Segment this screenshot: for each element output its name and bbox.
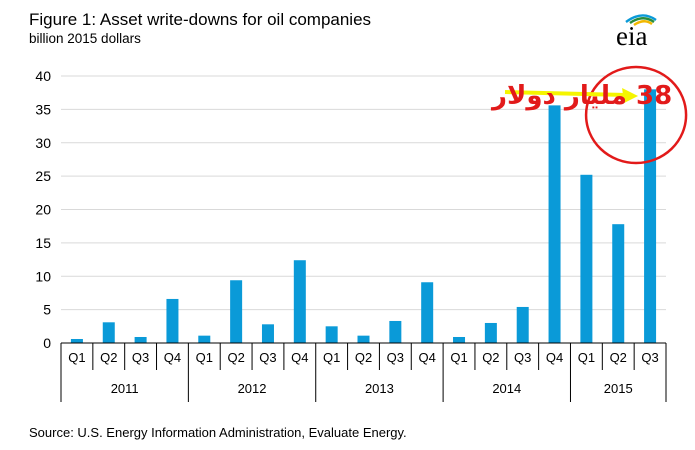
y-tick-label: 25: [35, 168, 51, 184]
bar: [166, 298, 179, 343]
x-category-label: Q1: [450, 350, 467, 365]
x-category-label: Q3: [132, 350, 149, 365]
y-tick-label: 15: [35, 235, 51, 251]
x-group-label: 2014: [492, 381, 521, 396]
x-category-label: Q3: [259, 350, 276, 365]
source-note: Source: U.S. Energy Information Administ…: [29, 425, 407, 440]
y-tick-label: 40: [35, 68, 51, 84]
bar: [580, 174, 593, 343]
x-group-label: 2012: [238, 381, 267, 396]
x-category-label: Q1: [323, 350, 340, 365]
annotation-arrow: [504, 90, 627, 97]
x-group-label: 2011: [111, 381, 139, 396]
bar: [357, 335, 370, 343]
annotation-label: 38 مليار دولار: [490, 81, 672, 111]
eia-logo: eia: [616, 21, 648, 51]
bar: [421, 282, 434, 343]
bar: [198, 335, 211, 343]
y-tick-label: 0: [43, 335, 51, 351]
x-category-label: Q2: [482, 350, 499, 365]
x-group-label: 2013: [365, 381, 394, 396]
chart-subtitle: billion 2015 dollars: [29, 31, 141, 46]
x-category-label: Q1: [196, 350, 213, 365]
bar: [484, 322, 497, 343]
bar: [293, 260, 306, 343]
bar: [325, 326, 338, 343]
bar: [612, 224, 625, 343]
y-tick-label: 35: [35, 101, 51, 117]
x-category-label: Q1: [68, 350, 85, 365]
bar: [70, 338, 83, 343]
bar: [389, 320, 402, 343]
x-category-label: Q4: [291, 350, 308, 365]
x-category-label: Q2: [227, 350, 244, 365]
y-tick-label: 5: [43, 302, 51, 318]
x-group-label: 2015: [604, 381, 633, 396]
bar: [230, 280, 243, 343]
bar: [134, 336, 147, 343]
x-category-label: Q3: [387, 350, 404, 365]
x-category-label: Q4: [546, 350, 563, 365]
x-category-label: Q2: [355, 350, 372, 365]
x-category-label: Q3: [514, 350, 531, 365]
x-category-label: Q2: [610, 350, 627, 365]
bar: [453, 336, 466, 343]
bar: [102, 322, 115, 343]
bar: [261, 324, 274, 343]
y-tick-label: 20: [35, 202, 51, 218]
chart-title: Figure 1: Asset write-downs for oil comp…: [29, 10, 372, 29]
bar: [548, 105, 561, 344]
y-tick-label: 10: [35, 268, 51, 284]
bar: [644, 89, 657, 343]
annotation-arrowhead: [622, 88, 639, 103]
highlight-circle: [584, 65, 688, 165]
x-category-label: Q1: [578, 350, 595, 365]
x-category-label: Q3: [641, 350, 658, 365]
x-category-label: Q4: [164, 350, 181, 365]
bar: [516, 306, 529, 343]
eia-sun-arc-icon: [625, 14, 657, 27]
x-category-label: Q4: [419, 350, 436, 365]
x-category-label: Q2: [100, 350, 117, 365]
y-tick-label: 30: [35, 135, 51, 151]
